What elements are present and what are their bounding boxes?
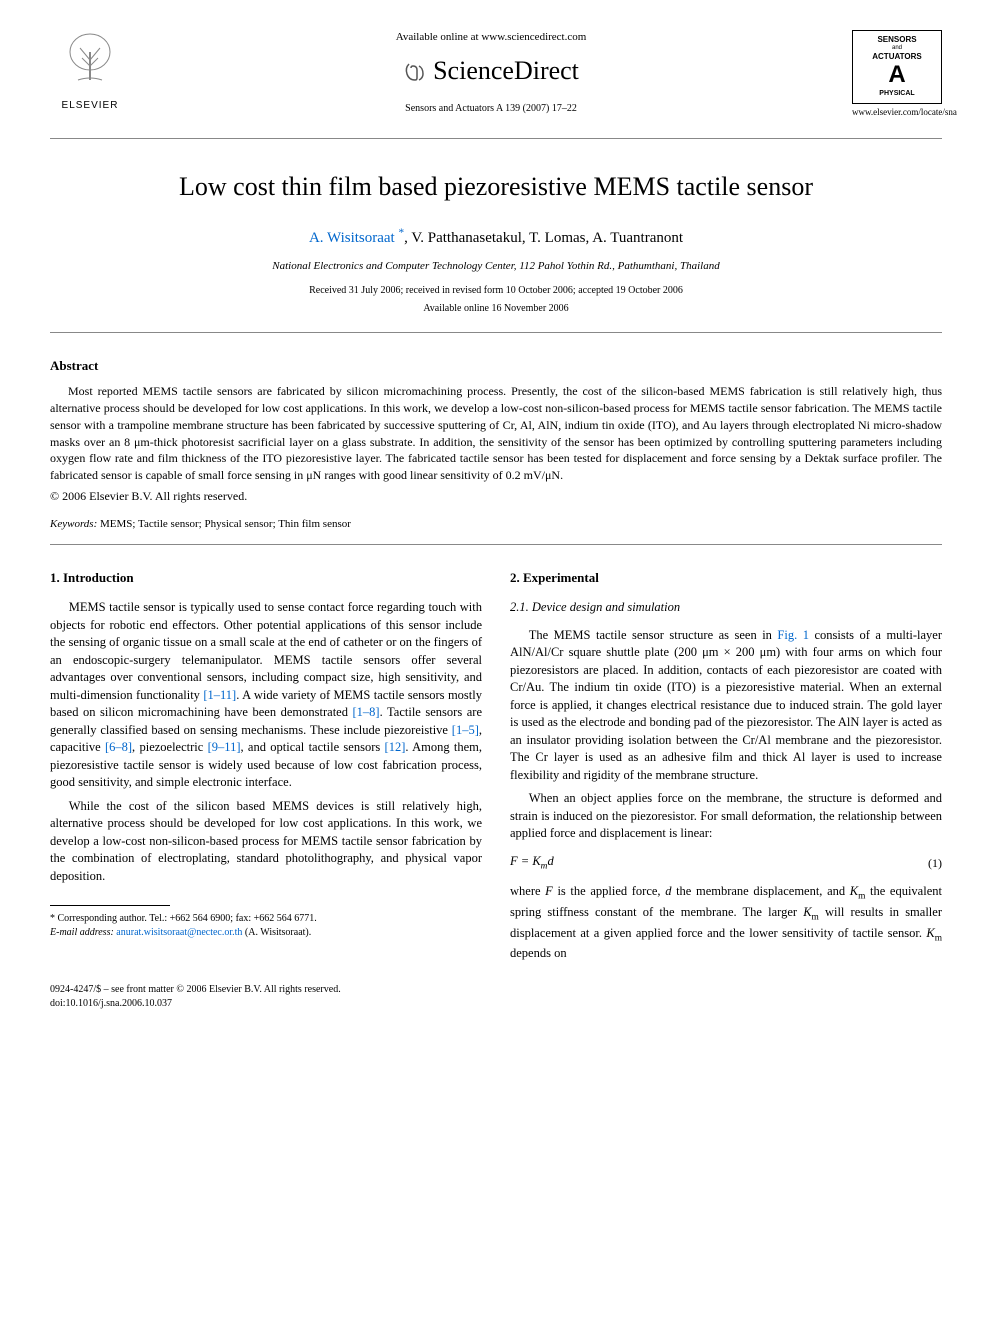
exp-p3c: the membrane displacement, and xyxy=(671,884,849,898)
sciencedirect-logo: ScienceDirect xyxy=(130,53,852,89)
footer-line1: 0924-4247/$ – see front matter © 2006 El… xyxy=(50,983,942,997)
footnote: * Corresponding author. Tel.: +662 564 6… xyxy=(50,912,482,940)
equation-1: F = Kmd (1) xyxy=(510,853,942,874)
exp-p3a: where xyxy=(510,884,545,898)
journal-url[interactable]: www.elsevier.com/locate/sna xyxy=(852,106,942,119)
footnote-email-label: E-mail address: xyxy=(50,927,114,938)
var-Km3-sub: m xyxy=(935,933,942,943)
center-header: Available online at www.sciencedirect.co… xyxy=(130,30,852,116)
footnote-email[interactable]: anurat.wisitsoraat@nectec.or.th xyxy=(116,927,242,938)
subsection-heading: 2.1. Device design and simulation xyxy=(510,599,942,617)
equation-formula: F = Kmd xyxy=(510,853,554,874)
right-column: 2. Experimental 2.1. Device design and s… xyxy=(510,569,942,963)
var-Km3: K xyxy=(926,926,934,940)
var-Km: K xyxy=(850,884,858,898)
exp-p2: When an object applies force on the memb… xyxy=(510,790,942,843)
ref-link-2[interactable]: [1–8] xyxy=(353,705,380,719)
ref-link-3[interactable]: [1–5] xyxy=(452,723,479,737)
ref-link-1[interactable]: [1–11] xyxy=(203,688,236,702)
footnote-separator xyxy=(50,905,170,906)
footnote-email-line: E-mail address: anurat.wisitsoraat@necte… xyxy=(50,926,482,940)
authors: A. Wisitsoraat *, V. Patthanasetakul, T.… xyxy=(50,226,942,249)
abstract-copyright: © 2006 Elsevier B.V. All rights reserved… xyxy=(50,488,942,505)
header-rule xyxy=(50,138,942,139)
intro-heading: 1. Introduction xyxy=(50,569,482,587)
footer-doi: doi:10.1016/j.sna.2006.10.037 xyxy=(50,997,942,1011)
eq-part1: F = K xyxy=(510,854,541,868)
intro-p1a: MEMS tactile sensor is typically used to… xyxy=(50,600,482,702)
exp-p1b: consists of a multi-layer AlN/Al/Cr squa… xyxy=(510,628,942,782)
corresponding-mark: * xyxy=(395,230,404,246)
elsevier-tree-icon xyxy=(60,30,120,90)
eq-part2: d xyxy=(547,854,553,868)
journal-logo: SENSORS and ACTUATORS A PHYSICAL www.els… xyxy=(852,30,942,118)
journal-box-sub: and xyxy=(857,45,937,52)
author-4: A. Tuantranont xyxy=(592,230,683,246)
abstract-section: Abstract Most reported MEMS tactile sens… xyxy=(50,357,942,505)
keywords: Keywords: MEMS; Tactile sensor; Physical… xyxy=(50,517,942,532)
var-Km2: K xyxy=(803,905,811,919)
author-1[interactable]: A. Wisitsoraat xyxy=(309,230,395,246)
keywords-label: Keywords: xyxy=(50,518,97,530)
available-date: Available online 16 November 2006 xyxy=(50,302,942,316)
body-columns: 1. Introduction MEMS tactile sensor is t… xyxy=(50,569,942,963)
affiliation: National Electronics and Computer Techno… xyxy=(50,259,942,274)
abstract-text: Most reported MEMS tactile sensors are f… xyxy=(50,383,942,484)
journal-a: A xyxy=(857,61,937,90)
intro-p1: MEMS tactile sensor is typically used to… xyxy=(50,599,482,792)
intro-p1e: , piezoelectric xyxy=(132,740,208,754)
keywords-text: MEMS; Tactile sensor; Physical sensor; T… xyxy=(97,518,351,530)
ref-link-6[interactable]: [12] xyxy=(385,740,406,754)
exp-p3: where F is the applied force, d the memb… xyxy=(510,883,942,962)
journal-physical: PHYSICAL xyxy=(857,90,937,98)
intro-p2: While the cost of the silicon based MEMS… xyxy=(50,798,482,886)
journal-reference: Sensors and Actuators A 139 (2007) 17–22 xyxy=(130,102,852,116)
journal-box-mid: ACTUATORS xyxy=(857,52,937,62)
experimental-heading: 2. Experimental xyxy=(510,569,942,587)
footnote-corresponding: * Corresponding author. Tel.: +662 564 6… xyxy=(50,912,482,926)
var-Km2-sub: m xyxy=(812,913,819,923)
abstract-label: Abstract xyxy=(50,357,942,375)
sciencedirect-icon xyxy=(403,60,427,84)
received-dates: Received 31 July 2006; received in revis… xyxy=(50,284,942,298)
fig-ref-1[interactable]: Fig. 1 xyxy=(777,628,809,642)
journal-box-top: SENSORS xyxy=(857,35,937,45)
footnote-email-after: (A. Wisitsoraat). xyxy=(242,927,311,938)
author-2: V. Patthanasetakul xyxy=(411,230,522,246)
exp-p3b: is the applied force, xyxy=(553,884,665,898)
exp-p3f: depends on xyxy=(510,946,567,960)
available-online-text: Available online at www.sciencedirect.co… xyxy=(130,30,852,45)
ref-link-5[interactable]: [9–11] xyxy=(208,740,241,754)
exp-p1a: The MEMS tactile sensor structure as see… xyxy=(529,628,778,642)
header-row: ELSEVIER Available online at www.science… xyxy=(50,30,942,118)
exp-p1: The MEMS tactile sensor structure as see… xyxy=(510,627,942,785)
left-column: 1. Introduction MEMS tactile sensor is t… xyxy=(50,569,482,963)
author-3: T. Lomas xyxy=(529,230,585,246)
var-F: F xyxy=(545,884,553,898)
sciencedirect-text: ScienceDirect xyxy=(433,53,579,89)
elsevier-label: ELSEVIER xyxy=(50,99,130,113)
equation-number: (1) xyxy=(928,855,942,872)
ref-link-4[interactable]: [6–8] xyxy=(105,740,132,754)
article-title: Low cost thin film based piezoresistive … xyxy=(50,169,942,205)
intro-p1f: , and optical tactile sensors xyxy=(241,740,385,754)
abstract-rule xyxy=(50,544,942,545)
title-rule xyxy=(50,332,942,333)
journal-box: SENSORS and ACTUATORS A PHYSICAL xyxy=(852,30,942,104)
elsevier-logo: ELSEVIER xyxy=(50,30,130,113)
footer: 0924-4247/$ – see front matter © 2006 El… xyxy=(50,983,942,1011)
